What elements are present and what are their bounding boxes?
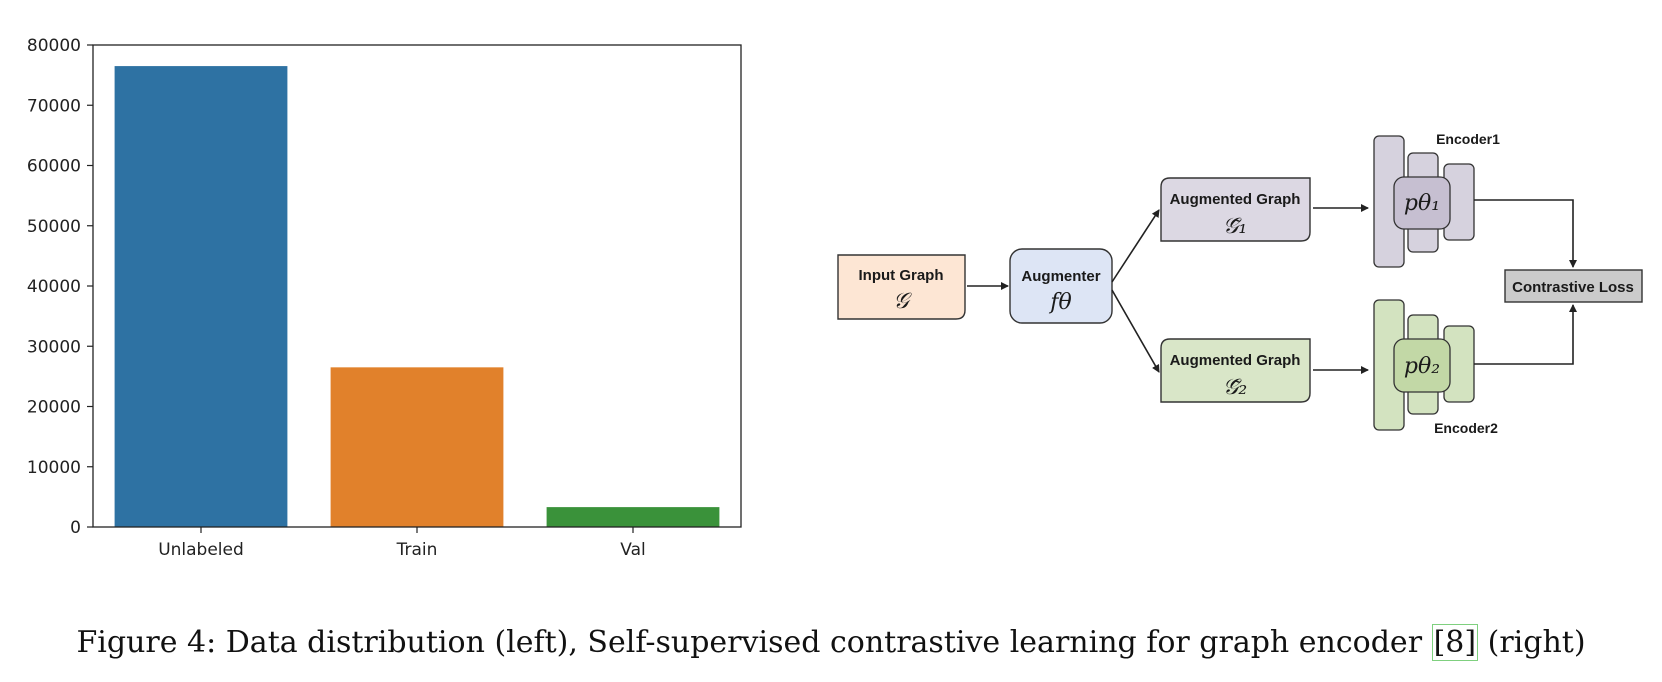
y-tick-label: 10000 <box>27 458 81 478</box>
augmented-graph-2-symbol: 𝒢̃₂ <box>1223 375 1247 400</box>
augmented-graph-1-title: Augmented Graph <box>1170 191 1301 208</box>
augmented-graph-1-symbol: 𝒢̃₁ <box>1223 214 1247 239</box>
encoder-1-label: Encoder1 <box>1436 131 1500 147</box>
x-axis-ticks: Unlabeled Train Val <box>158 527 646 560</box>
y-tick-label: 30000 <box>27 337 81 357</box>
augmented-graph-2-node: Augmented Graph 𝒢̃₂ <box>1160 338 1311 403</box>
augmented-graph-1-node: Augmented Graph 𝒢̃₁ <box>1160 177 1311 242</box>
bar-train <box>330 367 504 527</box>
contrastive-loss-title: Contrastive Loss <box>1512 279 1634 296</box>
encoder-1-core <box>1393 176 1451 230</box>
input-graph-node: Input Graph 𝒢 <box>837 254 966 320</box>
input-graph-title: Input Graph <box>859 267 944 284</box>
arrow-encoder1-to-loss <box>1474 199 1577 268</box>
y-tick-label: 60000 <box>27 157 81 177</box>
bar-val <box>546 507 720 527</box>
caption-suffix: (right) <box>1478 625 1586 660</box>
y-tick-label: 20000 <box>27 398 81 418</box>
encoder-2-label: Encoder2 <box>1434 420 1498 436</box>
arrow-augmenter-to-aug1 <box>1111 209 1160 283</box>
input-graph-symbol: 𝒢 <box>893 289 912 314</box>
x-tick-label: Val <box>620 540 645 560</box>
arrow-augmenter-to-aug2 <box>1111 289 1160 373</box>
augmenter-node: Augmenter fθ <box>1009 248 1113 324</box>
contrastive-loss-node: Contrastive Loss <box>1504 269 1643 303</box>
plot-frame <box>92 44 742 528</box>
y-axis-ticks: 0 10000 20000 30000 40000 50000 60000 70000 8000… <box>27 36 93 538</box>
y-tick-label: 40000 <box>27 277 81 297</box>
contrastive-learning-diagram: Input Graph 𝒢 Augmenter fθ Augmented Gra… <box>837 131 1643 436</box>
encoder-2: pθ₂ Encoder2 <box>1373 299 1498 436</box>
bars <box>114 66 720 528</box>
augmenter-title: Augmenter <box>1021 268 1100 285</box>
y-tick-label: 50000 <box>27 217 81 237</box>
figure-caption: Figure 4: Data distribution (left), Self… <box>0 624 1662 661</box>
encoder-2-symbol: pθ₂ <box>1404 354 1440 379</box>
encoder-2-core <box>1393 338 1451 393</box>
encoder-1: pθ₁ Encoder1 <box>1373 131 1500 268</box>
arrow-encoder2-to-loss <box>1474 304 1577 365</box>
x-tick-label: Unlabeled <box>158 540 244 560</box>
y-tick-label: 80000 <box>27 36 81 56</box>
encoder-1-symbol: pθ₁ <box>1404 191 1440 216</box>
bar-unlabeled <box>114 66 288 528</box>
augmenter-symbol: fθ <box>1048 290 1071 315</box>
y-tick-label: 0 <box>70 518 81 538</box>
caption-text: Figure 4: Data distribution (left), Self… <box>76 625 1432 660</box>
bar-chart: 0 10000 20000 30000 40000 50000 60000 70000 8000… <box>27 36 742 560</box>
y-tick-label: 70000 <box>27 96 81 116</box>
citation-link[interactable]: [8] <box>1431 624 1479 661</box>
x-tick-label: Train <box>396 540 438 560</box>
augmented-graph-2-title: Augmented Graph <box>1170 352 1301 369</box>
